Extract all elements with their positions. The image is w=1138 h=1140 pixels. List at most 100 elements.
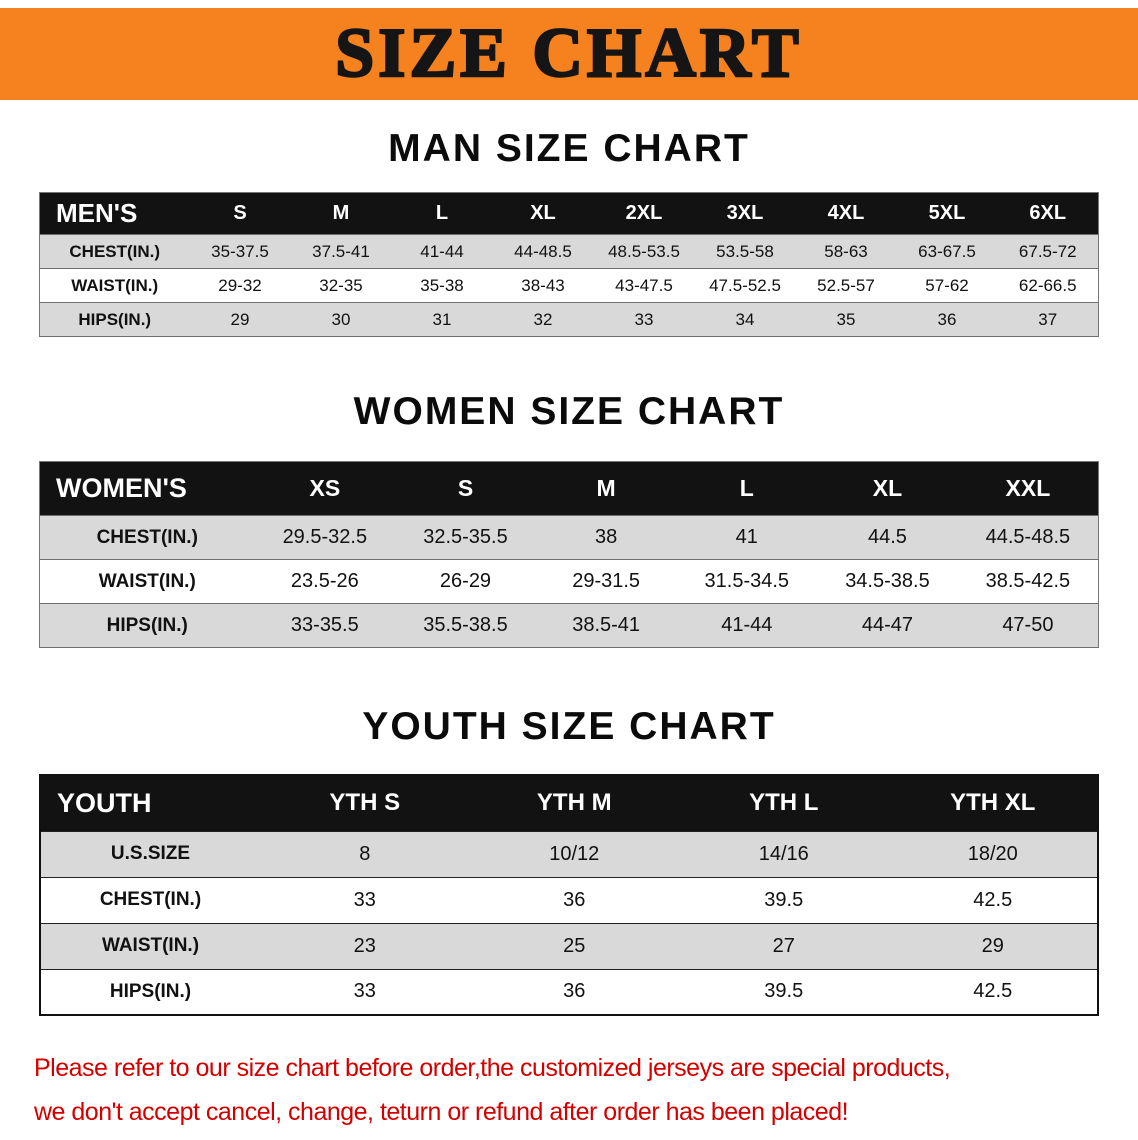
row-label: WAIST(IN.) xyxy=(39,268,190,303)
table-cell: 33 xyxy=(260,876,470,924)
table-cell: 47-50 xyxy=(957,603,1099,648)
table-cell: 14/16 xyxy=(679,830,889,878)
table-cell: 29.5-32.5 xyxy=(254,515,396,560)
table-cell: 35 xyxy=(795,302,897,337)
table-cell: 33-35.5 xyxy=(254,603,396,648)
youth-size-table: YOUTH YTH S YTH M YTH L YTH XL U.S.SIZE 8 10/12… xyxy=(39,774,1099,1016)
table-head: WOMEN'S XS S M L XL XXL xyxy=(39,461,1099,516)
column-header: S xyxy=(395,461,536,516)
youth-section-title: YOUTH SIZE CHART xyxy=(362,705,776,748)
disclaimer-note: Please refer to our size chart before or… xyxy=(34,1046,1138,1134)
table-row: HIPS(IN.) 29 30 31 32 33 34 35 36 37 xyxy=(39,302,1099,337)
table-cell: 44.5-48.5 xyxy=(957,515,1099,560)
column-header: L xyxy=(676,461,818,516)
table-cell: 53.5-58 xyxy=(694,234,796,269)
table-cell: 44-48.5 xyxy=(492,234,594,269)
table-cell: 38 xyxy=(535,515,677,560)
table-cell: 33 xyxy=(260,968,470,1016)
table-cell: 29 xyxy=(888,922,1098,970)
column-header: XS xyxy=(254,461,396,516)
table-cell: 38.5-41 xyxy=(535,603,677,648)
table-cell: 23.5-26 xyxy=(254,559,396,604)
banner: SIZE CHART xyxy=(0,8,1138,100)
row-label: HIPS(IN.) xyxy=(39,302,190,337)
row-label: CHEST(IN.) xyxy=(39,234,190,269)
table-row: CHEST(IN.) 29.5-32.5 32.5-35.5 38 41 44.5 44.5… xyxy=(39,515,1099,560)
table-cell: 41-44 xyxy=(676,603,818,648)
table-cell: 29 xyxy=(189,302,291,337)
table-cell: 25 xyxy=(469,922,679,970)
table-cell: 36 xyxy=(469,876,679,924)
table-cell: 30 xyxy=(290,302,392,337)
table-cell: 8 xyxy=(260,830,470,878)
table-cell: 31.5-34.5 xyxy=(676,559,818,604)
table-cell: 38.5-42.5 xyxy=(957,559,1099,604)
table-corner-label: MEN'S xyxy=(39,192,190,235)
table-cell: 41-44 xyxy=(391,234,493,269)
table-cell: 32 xyxy=(492,302,594,337)
table-cell: 58-63 xyxy=(795,234,897,269)
table-cell: 23 xyxy=(260,922,470,970)
table-cell: 48.5-53.5 xyxy=(593,234,695,269)
column-header: S xyxy=(189,192,291,235)
page-title: SIZE CHART xyxy=(334,15,803,92)
table-row: U.S.SIZE 8 10/12 14/16 18/20 xyxy=(40,830,1098,878)
note-line-1: Please refer to our size chart before or… xyxy=(34,1054,951,1082)
table-cell: 52.5-57 xyxy=(795,268,897,303)
table-row: HIPS(IN.) 33-35.5 35.5-38.5 38.5-41 41-44 44-… xyxy=(39,603,1099,648)
table-cell: 36 xyxy=(896,302,998,337)
table-cell: 47.5-52.5 xyxy=(694,268,796,303)
column-header: 5XL xyxy=(896,192,998,235)
table-corner-label: WOMEN'S xyxy=(39,461,255,516)
table-row: WAIST(IN.) 23 25 27 29 xyxy=(40,922,1098,970)
table-cell: 29-31.5 xyxy=(535,559,677,604)
column-header: XXL xyxy=(957,461,1099,516)
table-cell: 36 xyxy=(469,968,679,1016)
table-cell: 67.5-72 xyxy=(997,234,1099,269)
table-row: WAIST(IN.) 23.5-26 26-29 29-31.5 31.5-34.5 34… xyxy=(39,559,1099,604)
table-cell: 42.5 xyxy=(888,876,1098,924)
column-header: 6XL xyxy=(997,192,1099,235)
column-header: XL xyxy=(492,192,594,235)
table-cell: 39.5 xyxy=(679,968,889,1016)
column-header: YTH L xyxy=(679,775,889,831)
column-header: 3XL xyxy=(694,192,796,235)
column-header: L xyxy=(391,192,493,235)
table-cell: 37.5-41 xyxy=(290,234,392,269)
table-cell: 33 xyxy=(593,302,695,337)
table-cell: 37 xyxy=(997,302,1099,337)
table-cell: 35-38 xyxy=(391,268,493,303)
table-cell: 35-37.5 xyxy=(189,234,291,269)
row-label: HIPS(IN.) xyxy=(39,603,255,648)
column-header: M xyxy=(535,461,677,516)
women-section-title: WOMEN SIZE CHART xyxy=(353,390,785,433)
table-cell: 31 xyxy=(391,302,493,337)
note-line-2: we don't accept cancel, change, teturn o… xyxy=(34,1098,849,1126)
table-cell: 34 xyxy=(694,302,796,337)
column-header: YTH M xyxy=(469,775,679,831)
table-body: CHEST(IN.) 29.5-32.5 32.5-35.5 38 41 44.5 44.5… xyxy=(39,515,1099,648)
column-header: M xyxy=(290,192,392,235)
table-cell: 18/20 xyxy=(888,830,1098,878)
table-row: HIPS(IN.) 33 36 39.5 42.5 xyxy=(40,968,1098,1016)
table-cell: 62-66.5 xyxy=(997,268,1099,303)
table-cell: 27 xyxy=(679,922,889,970)
women-size-table: WOMEN'S XS S M L XL XXL CHEST(IN.) 29.5-32.5 32.5… xyxy=(39,461,1099,648)
size-chart-page: SIZE CHART MAN SIZE CHART MEN'S S M L XL 2XL 3… xyxy=(0,8,1138,1134)
section-man-size: MAN SIZE CHART MEN'S S M L XL 2XL 3XL 4XL 5XL 6XL… xyxy=(0,126,1138,337)
table-header-row: MEN'S S M L XL 2XL 3XL 4XL 5XL 6XL xyxy=(39,192,1099,235)
table-cell: 10/12 xyxy=(469,830,679,878)
row-label: WAIST(IN.) xyxy=(40,922,260,970)
table-header-row: WOMEN'S XS S M L XL XXL xyxy=(39,461,1099,516)
table-head: MEN'S S M L XL 2XL 3XL 4XL 5XL 6XL xyxy=(39,192,1099,235)
table-header-row: YOUTH YTH S YTH M YTH L YTH XL xyxy=(40,775,1098,831)
table-cell: 29-32 xyxy=(189,268,291,303)
table-body: CHEST(IN.) 35-37.5 37.5-41 41-44 44-48.5 48.5… xyxy=(39,234,1099,337)
table-cell: 38-43 xyxy=(492,268,594,303)
row-label: CHEST(IN.) xyxy=(39,515,255,560)
table-cell: 39.5 xyxy=(679,876,889,924)
table-row: WAIST(IN.) 29-32 32-35 35-38 38-43 43-47.5 47.… xyxy=(39,268,1099,303)
table-head: YOUTH YTH S YTH M YTH L YTH XL xyxy=(40,775,1098,831)
table-cell: 63-67.5 xyxy=(896,234,998,269)
column-header: XL xyxy=(817,461,958,516)
